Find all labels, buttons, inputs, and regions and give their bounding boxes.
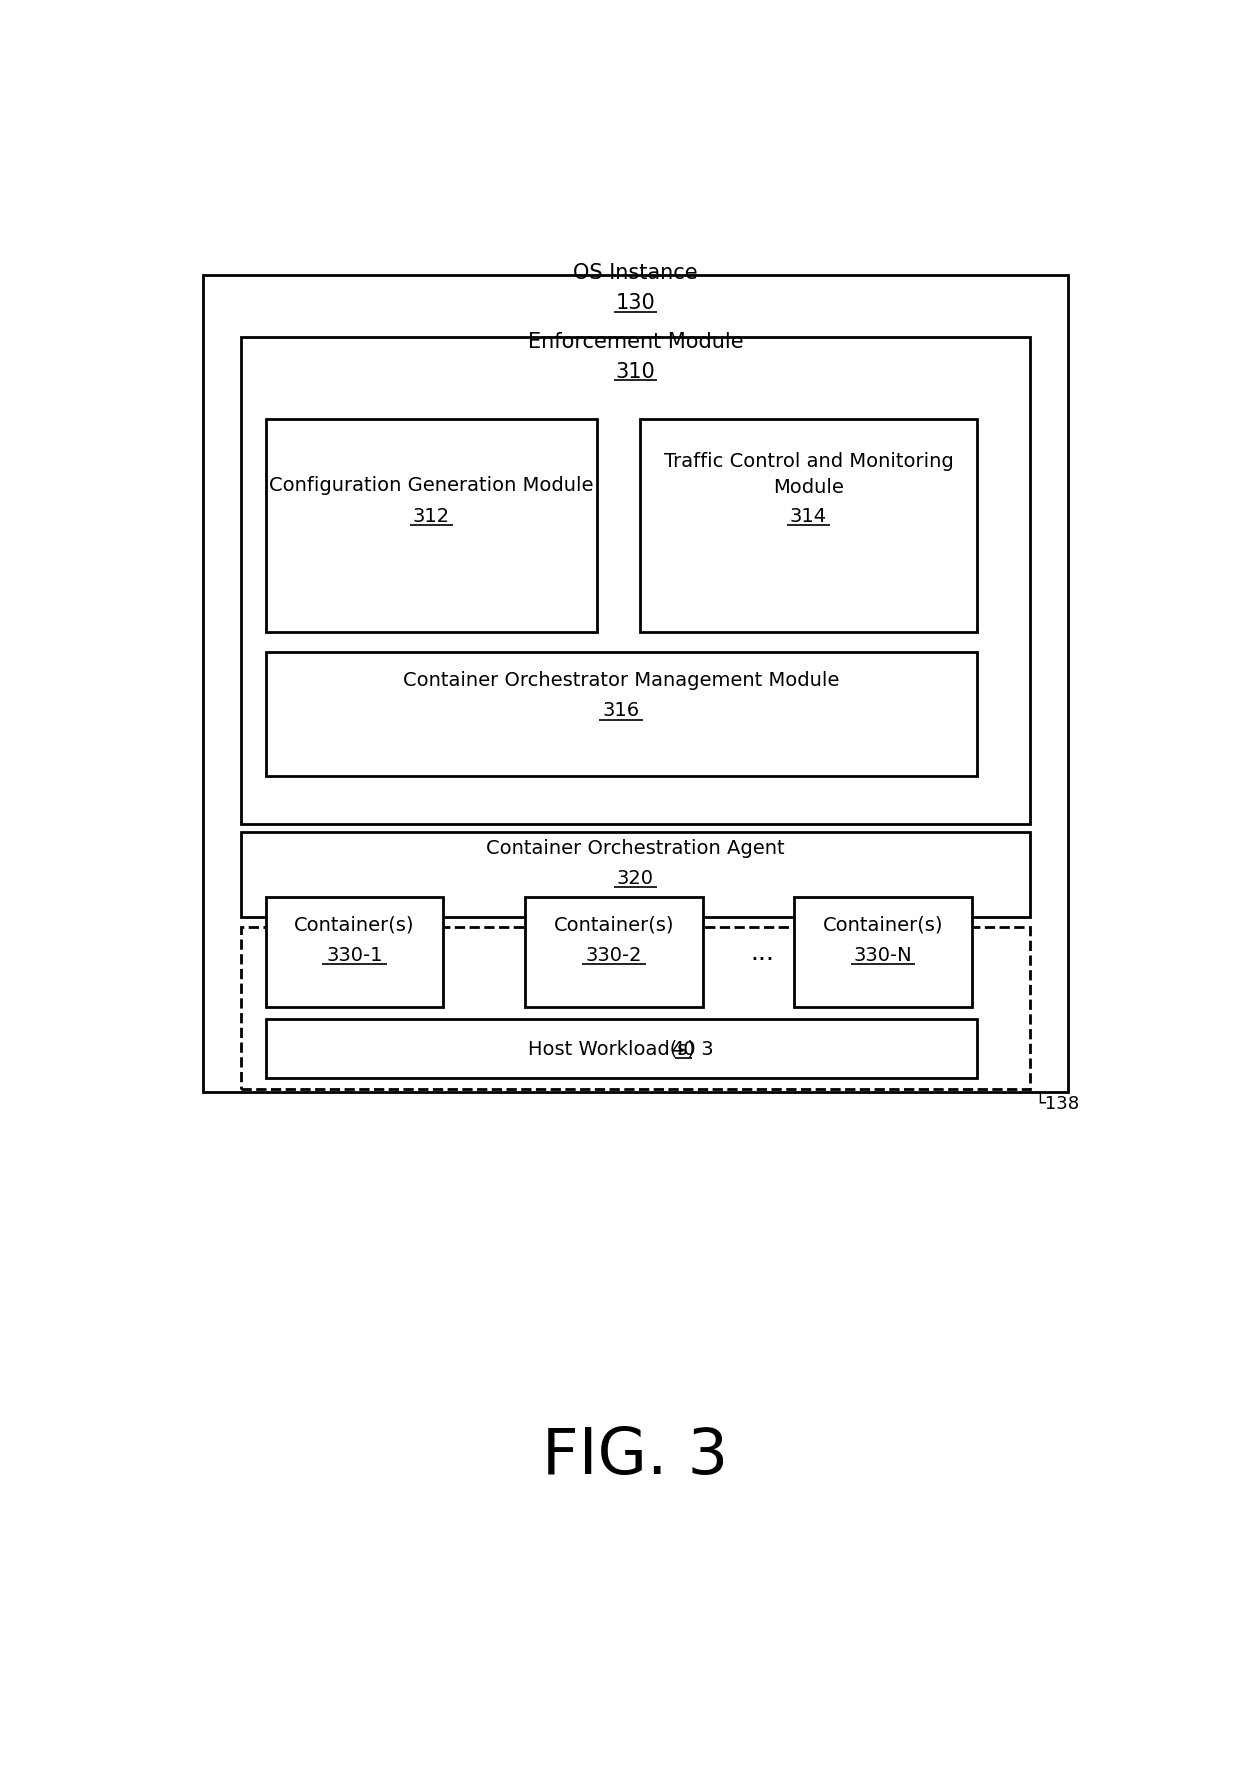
Text: ...: ... (750, 941, 774, 964)
Text: Container(s): Container(s) (822, 916, 944, 934)
Bar (265, 1019, 977, 1078)
Text: Traffic Control and Monitoring: Traffic Control and Monitoring (663, 451, 954, 470)
Bar (203, 276, 1068, 1092)
Text: 320: 320 (618, 868, 653, 887)
Text: 316: 316 (603, 700, 640, 720)
Bar (265, 421, 596, 633)
Text: Host Workload(s) 3: Host Workload(s) 3 (528, 1039, 714, 1059)
Bar (794, 896, 972, 1007)
Text: Container Orchestration Agent: Container Orchestration Agent (486, 838, 785, 857)
Text: Enforcement Module: Enforcement Module (528, 331, 743, 351)
Text: └138: └138 (1034, 1094, 1080, 1112)
Text: Container Orchestrator Management Module: Container Orchestrator Management Module (403, 670, 839, 690)
Text: 330-1: 330-1 (326, 944, 383, 964)
Bar (265, 896, 444, 1007)
Bar (265, 652, 977, 777)
Text: FIG. 3: FIG. 3 (542, 1424, 729, 1486)
Text: Container(s): Container(s) (294, 916, 414, 934)
Text: 312: 312 (413, 506, 450, 526)
Text: OS Instance: OS Instance (573, 264, 698, 283)
Text: Configuration Generation Module: Configuration Generation Module (269, 476, 594, 495)
Bar (242, 832, 1029, 918)
Text: Container(s): Container(s) (553, 916, 675, 934)
Text: Module: Module (773, 478, 844, 497)
Bar (640, 421, 977, 633)
Text: 330-2: 330-2 (585, 944, 642, 964)
Text: 40: 40 (671, 1039, 696, 1059)
Bar (242, 337, 1029, 825)
Bar (242, 927, 1029, 1089)
Text: 130: 130 (615, 292, 656, 314)
Bar (525, 896, 703, 1007)
Text: 330-N: 330-N (853, 944, 913, 964)
Text: 310: 310 (615, 362, 656, 381)
Text: 314: 314 (790, 506, 827, 526)
